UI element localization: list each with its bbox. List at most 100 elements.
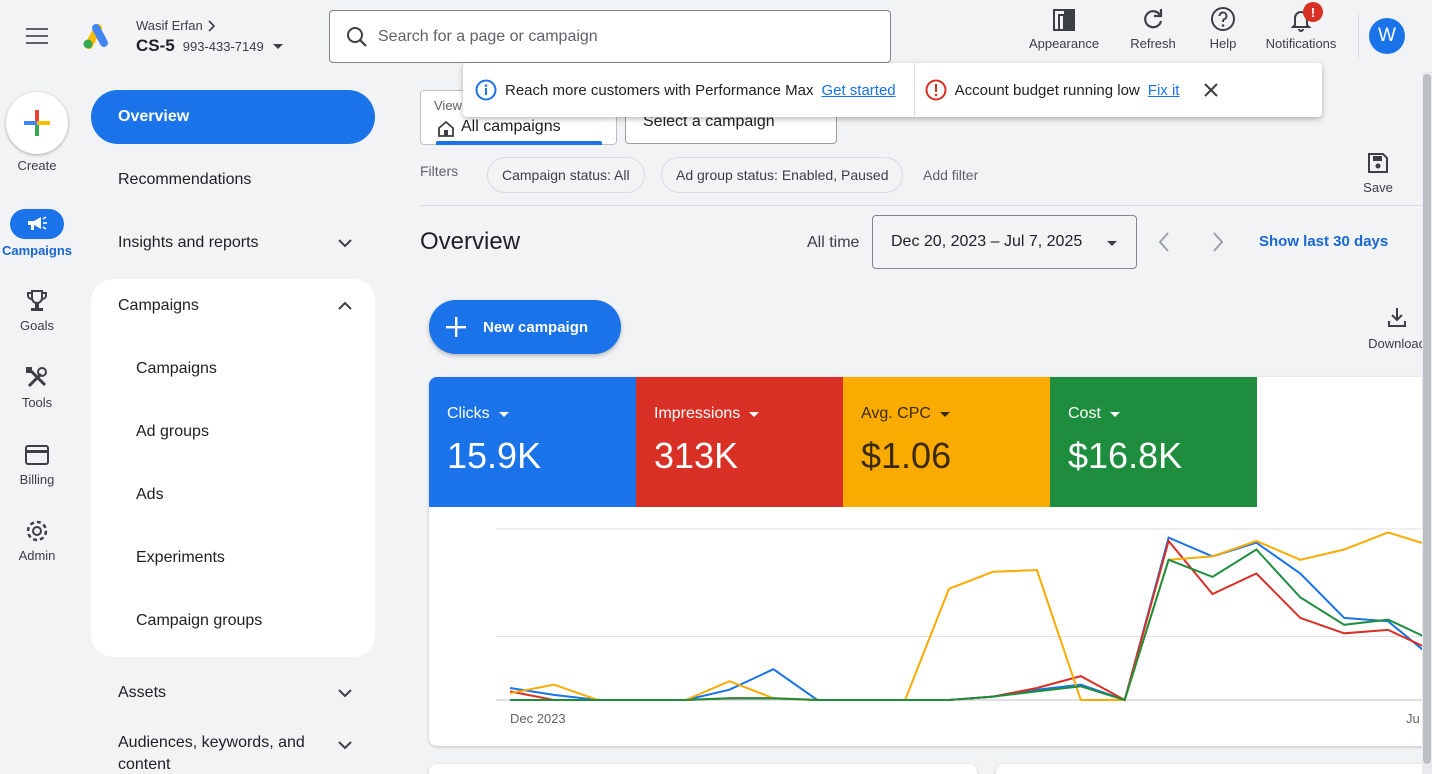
- appearance-label: Appearance: [1028, 36, 1100, 51]
- nav-insights[interactable]: Insights and reports: [91, 216, 375, 270]
- budget-alert: Account budget running low Fix it: [925, 79, 1220, 101]
- fix-it-link[interactable]: Fix it: [1147, 81, 1180, 99]
- download-label: Download: [1368, 336, 1426, 351]
- chart-grid: [496, 528, 1432, 701]
- appearance-icon: [1053, 9, 1075, 31]
- metric-impressions[interactable]: Impressions 313K: [636, 377, 843, 507]
- rail-billing[interactable]: Billing: [0, 442, 74, 487]
- notifications-button[interactable]: ! Notifications: [1256, 2, 1346, 51]
- metric-impressions-name: Impressions: [654, 405, 741, 422]
- refresh-icon: [1144, 9, 1163, 29]
- plus-icon: [24, 110, 50, 136]
- google-ads-logo[interactable]: [80, 22, 112, 50]
- notification-badge: !: [1303, 2, 1323, 22]
- create-button[interactable]: [6, 92, 68, 154]
- rail-campaigns[interactable]: Campaigns: [0, 209, 74, 258]
- help-button[interactable]: Help: [1198, 6, 1248, 51]
- rail-campaigns-pill: [10, 209, 64, 239]
- help-label: Help: [1209, 36, 1237, 51]
- next-period-button[interactable]: [1206, 228, 1230, 256]
- pmax-promo: Reach more customers with Performance Ma…: [463, 79, 896, 101]
- rail-tools-label: Tools: [21, 395, 53, 410]
- rail-tools[interactable]: Tools: [0, 365, 74, 410]
- nav-sub-experiments[interactable]: Experiments: [91, 531, 375, 585]
- header-divider: [1358, 14, 1359, 58]
- account-name[interactable]: Wasif Erfan: [136, 18, 217, 33]
- search-input[interactable]: [378, 27, 858, 46]
- main-menu-button[interactable]: [18, 20, 56, 52]
- series-line-0: [509, 536, 1432, 702]
- nav-campaigns-toggle[interactable]: Campaigns: [91, 279, 375, 333]
- nav-sub-ad-groups-label: Ad groups: [136, 423, 209, 440]
- date-range-select[interactable]: Dec 20, 2023 – Jul 7, 2025: [872, 215, 1137, 269]
- previous-period-button[interactable]: [1152, 228, 1176, 256]
- nav-sub-ads[interactable]: Ads: [91, 468, 375, 522]
- rail-create[interactable]: Create: [0, 92, 74, 173]
- chevron-down-icon: [338, 239, 352, 248]
- metric-avg-cpc[interactable]: Avg. CPC $1.06: [843, 377, 1050, 507]
- gear-icon: [26, 520, 48, 542]
- rail-admin[interactable]: Admin: [0, 518, 74, 563]
- filters-label: Filters: [420, 163, 459, 179]
- page-title: Overview: [420, 228, 521, 255]
- filter-chip-campaign-status[interactable]: Campaign status: All: [487, 157, 645, 193]
- new-campaign-button[interactable]: New campaign: [429, 300, 621, 354]
- search-box[interactable]: [329, 10, 891, 63]
- nav-audiences-label: Audiences, keywords, and content: [118, 734, 305, 773]
- view-caption: View: [434, 98, 462, 113]
- appearance-button[interactable]: Appearance: [1024, 6, 1104, 51]
- rail-goals-label: Goals: [20, 318, 54, 333]
- metric-cost[interactable]: Cost $16.8K: [1050, 377, 1257, 507]
- metric-cost-name: Cost: [1068, 405, 1101, 422]
- metric-clicks[interactable]: Clicks 15.9K: [429, 377, 636, 507]
- get-started-link[interactable]: Get started: [821, 81, 896, 99]
- chevron-right-icon: [1213, 232, 1224, 252]
- nav-insights-label: Insights and reports: [118, 234, 259, 251]
- nav-sub-campaign-groups-label: Campaign groups: [136, 612, 263, 629]
- line-chart: [496, 528, 1432, 702]
- save-button[interactable]: Save: [1358, 152, 1398, 195]
- show-last-30-days-link[interactable]: Show last 30 days: [1259, 233, 1389, 250]
- avatar[interactable]: W: [1369, 18, 1405, 54]
- nav-sub-campaign-groups[interactable]: Campaign groups: [91, 594, 375, 648]
- close-icon[interactable]: [1203, 82, 1219, 98]
- nav-assets[interactable]: Assets: [91, 666, 375, 720]
- plus-icon: [446, 317, 466, 337]
- download-button[interactable]: Download: [1362, 306, 1432, 351]
- nav-campaigns-group: [91, 279, 375, 657]
- pmax-text: Reach more customers with Performance Ma…: [505, 81, 814, 99]
- nav-recommendations[interactable]: Recommendations: [91, 153, 375, 207]
- metric-clicks-name: Clicks: [447, 405, 490, 422]
- account-switcher[interactable]: CS-5 993-433-7149: [136, 36, 284, 56]
- rail-campaigns-label: Campaigns: [1, 243, 73, 258]
- rail-create-label: Create: [17, 158, 57, 173]
- filter-chip-ad-group-status[interactable]: Ad group status: Enabled, Paused: [661, 157, 904, 193]
- caret-down-icon: [498, 411, 509, 417]
- error-icon: [925, 79, 947, 101]
- view-value: All campaigns: [461, 118, 561, 135]
- save-label: Save: [1363, 180, 1393, 195]
- search-icon: [347, 26, 367, 47]
- account-name-text: Wasif Erfan: [136, 18, 203, 33]
- nav-sub-campaigns-label: Campaigns: [136, 360, 217, 377]
- nav-audiences[interactable]: Audiences, keywords, and content: [91, 732, 375, 774]
- filters-divider: [420, 205, 1432, 206]
- notification-banner: Reach more customers with Performance Ma…: [463, 63, 1322, 117]
- nav-sub-campaigns[interactable]: Campaigns: [91, 342, 375, 396]
- notifications-label: Notifications: [1265, 36, 1337, 51]
- nav-sub-ad-groups[interactable]: Ad groups: [91, 405, 375, 459]
- refresh-button[interactable]: Refresh: [1123, 6, 1183, 51]
- nav-overview-label: Overview: [118, 108, 190, 125]
- caret-down-icon: [749, 411, 760, 417]
- rail-goals[interactable]: Goals: [0, 288, 74, 333]
- home-icon: [438, 120, 454, 137]
- scrollbar-thumb[interactable]: [1423, 74, 1431, 764]
- nav-overview[interactable]: Overview: [91, 90, 375, 144]
- campaign-select-label: Select a campaign: [643, 113, 775, 130]
- hamburger-icon: [26, 28, 48, 44]
- add-filter-button[interactable]: Add filter: [923, 167, 979, 183]
- filter-chip-ad-group-status-label: Ad group status: Enabled, Paused: [676, 167, 889, 183]
- nav-campaigns-group-label: Campaigns: [118, 297, 199, 314]
- date-range-label: All time: [807, 234, 860, 251]
- bottom-card-right: [996, 764, 1432, 774]
